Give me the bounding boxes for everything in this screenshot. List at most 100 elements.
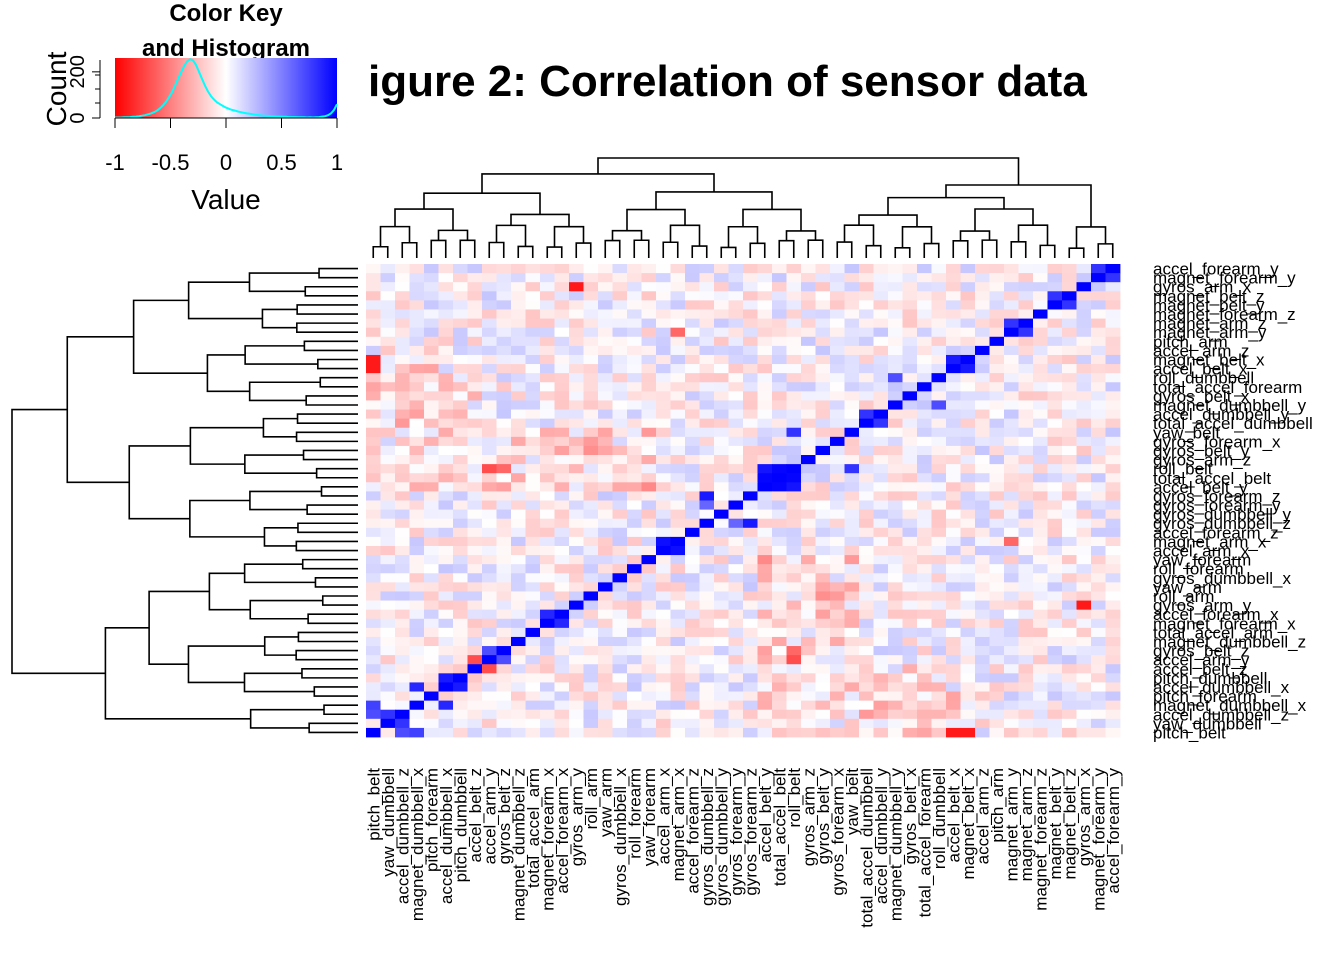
heatmap-cell bbox=[612, 427, 628, 438]
heatmap-cell bbox=[627, 436, 642, 447]
heatmap-cell bbox=[380, 664, 396, 674]
heatmap-cell bbox=[1062, 655, 1077, 665]
heatmap-cell bbox=[569, 718, 584, 729]
heatmap-cell bbox=[931, 391, 947, 401]
heatmap-cell bbox=[656, 318, 671, 329]
heatmap-cell bbox=[598, 673, 613, 683]
heatmap-cell bbox=[496, 536, 512, 547]
heatmap-cell bbox=[656, 573, 671, 583]
heatmap-cell bbox=[757, 354, 773, 365]
heatmap-cell bbox=[1105, 309, 1121, 319]
color-key-xlabel: Value bbox=[191, 184, 261, 215]
heatmap-cell bbox=[757, 555, 773, 565]
heatmap-cell bbox=[1105, 436, 1121, 447]
heatmap-cell bbox=[830, 264, 845, 274]
heatmap-cell bbox=[685, 582, 700, 592]
heatmap-cell bbox=[714, 336, 729, 347]
heatmap-cell bbox=[917, 600, 932, 611]
heatmap-cell bbox=[453, 354, 468, 365]
heatmap-cell bbox=[598, 545, 613, 556]
heatmap-cell bbox=[859, 691, 874, 702]
heatmap-cell bbox=[627, 373, 642, 383]
heatmap-cell bbox=[1076, 318, 1092, 329]
heatmap-cell bbox=[656, 536, 671, 547]
heatmap-cell bbox=[627, 673, 642, 683]
heatmap-cell bbox=[525, 291, 541, 301]
heatmap-cell bbox=[670, 418, 686, 429]
heatmap-cell bbox=[844, 545, 860, 556]
heatmap-cell bbox=[569, 536, 584, 547]
heatmap-cell bbox=[714, 673, 729, 683]
heatmap-cell bbox=[786, 264, 802, 274]
heatmap-cell bbox=[1105, 718, 1121, 729]
heatmap-cell bbox=[989, 555, 1005, 565]
heatmap-cell bbox=[424, 482, 439, 492]
heatmap-cell bbox=[540, 282, 555, 292]
row-label: accel_dumbbell_y bbox=[1153, 405, 1290, 424]
heatmap-cell bbox=[540, 627, 555, 638]
heatmap-cell bbox=[583, 518, 599, 529]
dendrogram-branch bbox=[244, 454, 317, 475]
heatmap-cell bbox=[554, 573, 570, 583]
heatmap-cell bbox=[395, 436, 410, 447]
heatmap-cell bbox=[859, 555, 874, 565]
heatmap-cell bbox=[859, 591, 874, 601]
heatmap-cell bbox=[830, 354, 845, 365]
dendrogram-branch bbox=[104, 627, 251, 720]
heatmap-cell bbox=[496, 518, 512, 529]
row-label: pitch_dumbbell bbox=[1153, 669, 1267, 688]
heatmap-cell bbox=[453, 336, 468, 347]
heatmap-cell bbox=[670, 354, 686, 365]
heatmap-cell bbox=[815, 582, 831, 592]
heatmap-cell bbox=[627, 418, 642, 429]
heatmap-cell bbox=[569, 555, 584, 565]
heatmap-cell bbox=[801, 609, 816, 620]
heatmap-cell bbox=[1062, 491, 1077, 501]
heatmap-cell bbox=[801, 718, 816, 729]
dendrogram-branch bbox=[263, 526, 298, 547]
heatmap-cell bbox=[1076, 364, 1092, 374]
heatmap-cell bbox=[554, 354, 570, 365]
heatmap-cell bbox=[453, 646, 468, 656]
heatmap-cell bbox=[1091, 709, 1106, 720]
heatmap-cell bbox=[569, 327, 584, 338]
heatmap-cell bbox=[844, 527, 860, 538]
heatmap-cell bbox=[873, 527, 889, 538]
heatmap-cell bbox=[830, 345, 845, 356]
heatmap-cell bbox=[554, 309, 570, 319]
dendrogram-branch bbox=[1097, 243, 1114, 258]
heatmap-cell bbox=[525, 327, 541, 338]
heatmap-cell bbox=[409, 391, 425, 401]
heatmap-cell bbox=[801, 300, 816, 310]
heatmap-cell bbox=[714, 600, 729, 611]
heatmap-cell bbox=[1062, 709, 1077, 720]
heatmap-cell bbox=[960, 527, 976, 538]
heatmap-cell bbox=[699, 500, 715, 510]
heatmap-cell bbox=[801, 427, 816, 438]
heatmap-cell bbox=[641, 373, 657, 383]
heatmap-cell bbox=[888, 264, 903, 274]
heatmap-cell bbox=[366, 591, 381, 601]
heatmap-cell bbox=[496, 664, 512, 674]
heatmap-cell bbox=[801, 727, 816, 738]
heatmap-cell bbox=[627, 400, 642, 410]
heatmap-cell bbox=[757, 473, 773, 483]
heatmap-cell bbox=[380, 491, 396, 501]
heatmap-cell bbox=[1105, 473, 1121, 483]
heatmap-cell bbox=[1076, 427, 1092, 438]
heatmap-cell bbox=[859, 682, 874, 692]
heatmap-cell bbox=[873, 591, 889, 601]
heatmap-cell bbox=[656, 718, 671, 729]
heatmap-cell bbox=[569, 518, 584, 529]
heatmap-cell bbox=[1033, 718, 1048, 729]
heatmap-cell bbox=[453, 591, 468, 601]
heatmap-cell bbox=[946, 500, 961, 510]
heatmap-cell bbox=[467, 718, 483, 729]
heatmap-cell bbox=[482, 491, 497, 501]
heatmap-cell bbox=[931, 664, 947, 674]
heatmap-cell bbox=[815, 682, 831, 692]
heatmap-cell bbox=[859, 473, 874, 483]
heatmap-cell bbox=[1004, 700, 1019, 711]
heatmap-cell bbox=[641, 727, 657, 738]
heatmap-cell bbox=[1091, 600, 1106, 611]
